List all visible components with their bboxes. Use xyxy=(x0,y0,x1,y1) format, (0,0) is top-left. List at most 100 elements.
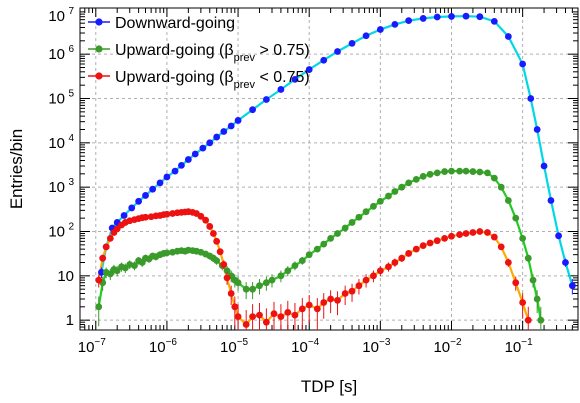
data-point xyxy=(568,282,576,290)
data-point xyxy=(242,321,250,328)
data-point xyxy=(242,285,250,293)
data-point xyxy=(462,230,470,237)
data-point xyxy=(213,257,221,265)
data-point xyxy=(256,311,263,319)
data-point xyxy=(220,128,228,135)
data-point xyxy=(113,267,121,275)
data-point xyxy=(419,172,427,180)
data-point xyxy=(540,162,548,170)
y-tick-label: 10 xyxy=(48,179,65,196)
data-point xyxy=(313,305,321,313)
data-point xyxy=(529,276,537,284)
data-point xyxy=(249,106,256,114)
data-point xyxy=(277,86,285,93)
data-point xyxy=(320,56,328,64)
data-point xyxy=(419,242,427,250)
y-tick-exponent: 4 xyxy=(68,133,74,144)
data-point xyxy=(490,233,498,241)
data-point xyxy=(484,169,491,177)
data-point xyxy=(547,197,555,204)
data-point xyxy=(270,310,278,318)
data-point xyxy=(385,263,392,271)
data-point xyxy=(362,276,370,284)
data-point xyxy=(199,144,207,152)
data-point xyxy=(469,168,477,175)
x-tick-exponent: −6 xyxy=(166,337,178,348)
x-tick-exponent: −7 xyxy=(94,337,106,348)
data-point xyxy=(412,175,420,183)
data-point xyxy=(95,303,103,311)
data-point xyxy=(398,183,406,191)
data-point xyxy=(476,13,484,21)
y-tick-label: 10 xyxy=(48,91,65,108)
legend-label-suffix: > 0.75) xyxy=(255,42,310,59)
data-point xyxy=(370,202,377,210)
data-point xyxy=(234,279,242,287)
data-point xyxy=(476,228,484,235)
data-point xyxy=(348,219,356,226)
data-point xyxy=(320,299,328,306)
data-point xyxy=(284,267,292,275)
data-point xyxy=(562,259,569,266)
data-point xyxy=(391,259,399,266)
data-point xyxy=(462,12,470,20)
data-point xyxy=(519,234,527,242)
data-point xyxy=(412,245,420,253)
data-point xyxy=(448,232,455,240)
data-point xyxy=(298,257,306,265)
data-point xyxy=(327,295,335,303)
data-point xyxy=(99,254,107,262)
data-point xyxy=(142,213,149,221)
y-tick-exponent: 5 xyxy=(68,89,74,100)
data-point xyxy=(227,290,235,297)
data-point xyxy=(555,232,562,240)
data-point xyxy=(504,197,512,204)
data-point xyxy=(209,230,217,237)
data-point xyxy=(524,316,532,324)
data-point xyxy=(497,183,505,191)
data-point xyxy=(462,167,470,175)
data-point xyxy=(320,240,328,248)
data-point xyxy=(223,267,231,275)
data-point xyxy=(163,210,171,218)
data-point xyxy=(213,237,221,245)
data-point xyxy=(163,249,171,257)
x-tick-label: 10−7 xyxy=(78,337,107,356)
data-point xyxy=(142,192,149,199)
data-point xyxy=(262,318,270,326)
x-axis-title: TDP [s] xyxy=(301,377,357,396)
y-tick-label: 1 xyxy=(66,312,74,329)
data-point xyxy=(156,179,164,187)
data-point xyxy=(490,17,498,25)
data-point xyxy=(391,188,399,195)
data-point xyxy=(433,169,441,177)
legend: Downward-going Upward-going (βprev > 0.75… xyxy=(88,15,310,91)
data-point xyxy=(448,13,455,20)
data-point xyxy=(504,259,512,266)
data-point xyxy=(268,276,276,284)
data-point xyxy=(223,274,231,282)
data-point xyxy=(120,212,128,219)
y-tick-label: 10 xyxy=(48,223,65,240)
data-point xyxy=(497,243,505,251)
x-tick-exponent: −3 xyxy=(379,337,391,348)
data-point xyxy=(476,168,484,176)
data-point xyxy=(405,250,413,257)
data-point xyxy=(484,229,491,236)
data-point xyxy=(234,117,242,124)
data-point xyxy=(519,60,527,68)
x-tick-label: 10−2 xyxy=(433,337,462,356)
data-point xyxy=(348,39,356,47)
grid xyxy=(80,8,578,330)
legend-label: Upward-going (βprev > 0.75) xyxy=(115,42,310,64)
data-point xyxy=(334,48,341,55)
data-point xyxy=(291,75,299,83)
data-point xyxy=(184,156,192,163)
data-point xyxy=(220,261,228,268)
data-point xyxy=(102,243,110,251)
data-point xyxy=(441,168,449,175)
data-point xyxy=(213,133,221,141)
y-axis-title: Entries/bin xyxy=(7,129,26,209)
y-tick-label: 10 xyxy=(48,135,65,152)
